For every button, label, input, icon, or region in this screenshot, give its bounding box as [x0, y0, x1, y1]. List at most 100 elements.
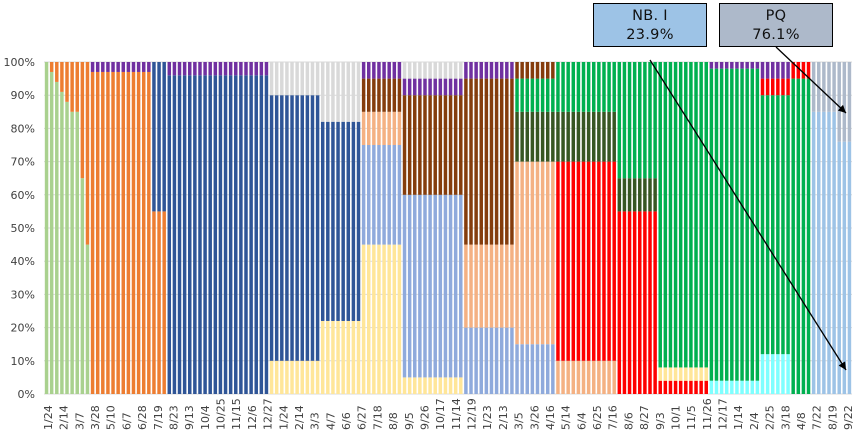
bar-segment	[551, 161, 555, 345]
bar-segment	[474, 78, 478, 245]
bar-segment	[377, 145, 381, 245]
bar-segment	[80, 62, 85, 179]
bar-segment	[510, 62, 514, 79]
x-tick-label: 6/6	[340, 412, 353, 430]
bar-segment	[392, 111, 397, 145]
bar-segment	[760, 78, 765, 96]
bar-segment	[781, 354, 785, 394]
bar-segment	[443, 62, 448, 79]
bar-segment	[551, 111, 555, 162]
bar-segment	[285, 62, 289, 96]
bar-segment	[822, 111, 826, 395]
x-tick-label: 10/1	[670, 405, 683, 430]
bar-segment	[315, 62, 320, 96]
bar-segment	[49, 62, 54, 72]
bar-segment	[484, 62, 489, 79]
bar-segment	[356, 121, 361, 321]
bar-segment	[597, 62, 601, 112]
bar-segment	[377, 111, 381, 145]
bar-segment	[443, 95, 448, 195]
x-axis-labels: 1/24 2/14 3/7 3/28 5/10 6/7 6/28 7/19 8/23 9/13 10…	[42, 398, 855, 430]
x-tick-label: 3/3	[309, 412, 322, 430]
bar-segment	[724, 68, 729, 381]
bar-segment	[152, 62, 156, 212]
bar-segment	[367, 244, 371, 394]
bar-segment	[576, 62, 581, 112]
bar-segment	[771, 354, 775, 394]
bar-segment	[152, 211, 156, 394]
bar-segment	[520, 111, 524, 162]
bar-segment	[372, 111, 376, 145]
bar-segment	[367, 62, 371, 79]
bar-segment	[689, 380, 693, 394]
bar-segment	[627, 62, 632, 179]
bar-segment	[602, 111, 606, 162]
bar-segment	[811, 111, 816, 395]
bar-segment	[351, 320, 356, 394]
bar-segment	[172, 75, 177, 394]
bar-segment	[627, 211, 632, 394]
bar-segment	[617, 178, 622, 212]
x-tick-label: 11/15	[230, 398, 243, 430]
bar-segment	[459, 95, 463, 195]
bar-segment	[331, 320, 335, 394]
bar-segment	[673, 380, 678, 394]
bar-segment	[719, 62, 724, 69]
bar-segment	[121, 71, 126, 395]
bar-segment	[494, 78, 499, 245]
bar-segment	[535, 78, 540, 112]
bar-segment	[735, 62, 739, 69]
x-tick-label: 1/14	[732, 405, 745, 430]
bar-segment	[106, 62, 110, 72]
bar-segment	[709, 380, 714, 394]
bar-segment	[474, 327, 478, 394]
bar-segment	[361, 78, 366, 112]
bar-segment	[530, 111, 535, 162]
bar-segment	[464, 62, 468, 79]
bar-segment	[331, 121, 335, 321]
bar-segment	[459, 78, 463, 96]
bar-segment	[264, 75, 269, 394]
bar-segment	[801, 62, 806, 79]
y-axis-labels: 0% 10% 20% 30% 40% 50% 60% 70% 80% 90% 100%	[4, 56, 35, 401]
bar-segment	[658, 380, 662, 394]
bar-segment	[453, 62, 458, 79]
bar-segment	[193, 75, 197, 394]
bar-segment	[459, 194, 463, 378]
bar-segment	[336, 62, 340, 122]
x-tick-label: 2/4	[748, 412, 761, 430]
bar-segment	[699, 62, 703, 368]
bar-segment	[484, 78, 489, 245]
bar-segment	[377, 244, 381, 394]
y-tick-label: 70%	[11, 156, 35, 169]
bar-segment	[796, 78, 801, 394]
x-tick-label: 7/22	[811, 405, 824, 430]
bar-segment	[709, 68, 714, 381]
bar-segment	[776, 95, 780, 355]
bar-segment	[387, 111, 391, 145]
bar-segment	[361, 62, 366, 79]
bar-segment	[361, 244, 366, 394]
bar-segment	[177, 62, 182, 76]
bar-segment	[116, 71, 120, 395]
bar-segment	[320, 121, 325, 321]
x-tick-label: 6/4	[575, 412, 588, 430]
bar-segment	[377, 78, 381, 112]
bar-segment	[101, 62, 105, 72]
bar-segment	[346, 62, 351, 122]
x-tick-label: 4/7	[324, 412, 337, 430]
bar-segment	[413, 194, 417, 378]
bar-segment	[586, 62, 591, 112]
bar-segment	[177, 75, 182, 394]
bar-segment	[653, 62, 657, 179]
bar-segment	[295, 360, 299, 394]
bars	[44, 62, 852, 395]
x-tick-label: 9/22	[842, 405, 855, 430]
bar-segment	[765, 78, 770, 96]
bar-segment	[592, 111, 596, 162]
bar-segment	[433, 377, 437, 394]
bar-segment	[632, 62, 637, 179]
x-tick-label: 11/5	[685, 405, 698, 430]
bar-segment	[331, 62, 335, 122]
